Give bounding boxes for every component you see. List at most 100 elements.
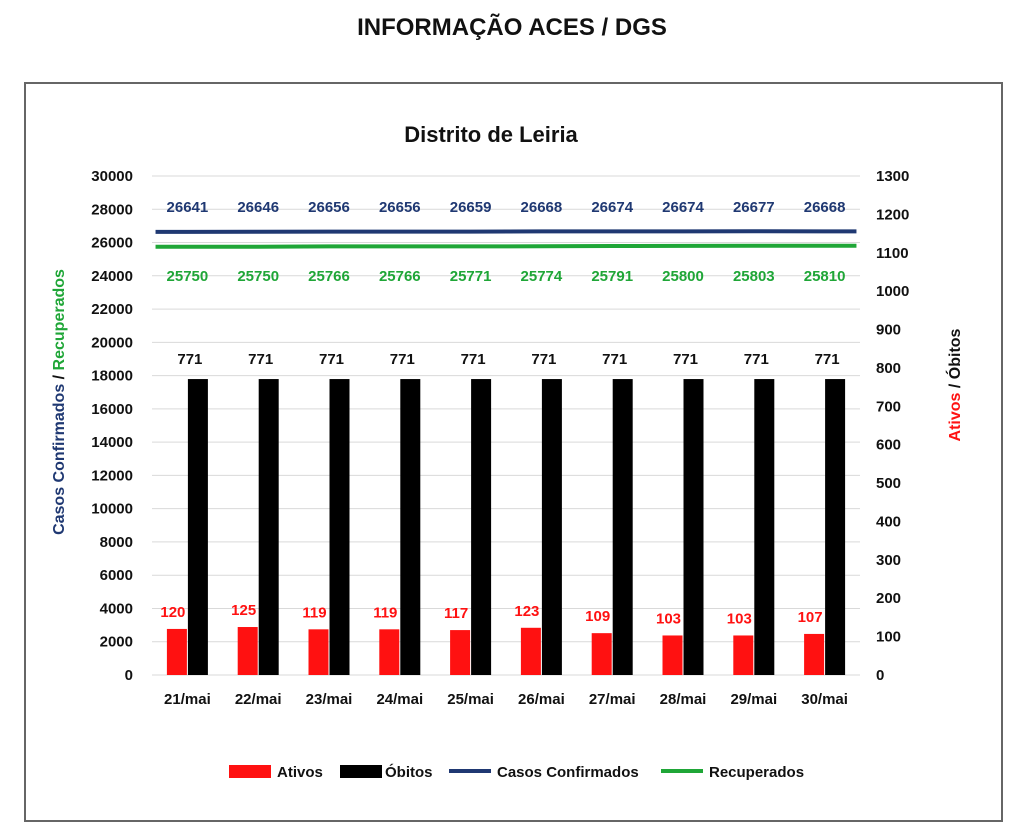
left-tick-label: 28000 (91, 201, 133, 218)
data-label-recuperados: 25750 (237, 268, 279, 285)
data-label-ativos: 119 (302, 604, 326, 621)
bar-ativos (520, 627, 541, 675)
right-tick-label: 100 (876, 629, 901, 646)
data-label-obitos: 771 (177, 351, 202, 368)
data-label-confirmados: 26659 (450, 199, 492, 216)
left-tick-label: 10000 (91, 501, 133, 518)
bar-obitos (683, 379, 704, 675)
data-label-recuperados: 25771 (450, 268, 492, 285)
right-tick-label: 1100 (876, 245, 909, 262)
data-label-ativos: 123 (514, 603, 539, 620)
data-label-ativos: 103 (656, 610, 681, 627)
chart-title: Distrito de Leiria (404, 122, 578, 147)
gridlines (152, 175, 860, 676)
data-label-obitos: 771 (319, 351, 344, 368)
right-tick-label: 200 (876, 590, 901, 607)
left-tick-label: 14000 (91, 434, 133, 451)
data-label-obitos: 771 (461, 351, 486, 368)
left-tick-label: 24000 (91, 268, 133, 285)
data-label-obitos: 771 (531, 351, 556, 368)
left-axis-title-label-part2: Recuperados (51, 269, 68, 370)
legend-label: Recuperados (709, 764, 804, 781)
left-tick-label: 4000 (100, 600, 133, 617)
x-tick-label: 24/mai (376, 691, 423, 708)
right-tick-label: 400 (876, 513, 901, 530)
data-label-recuperados: 25791 (591, 268, 633, 285)
x-tick-label: 28/mai (660, 691, 707, 708)
right-tick-label: 800 (876, 360, 901, 377)
data-label-ativos: 103 (727, 610, 752, 627)
right-tick-label: 1000 (876, 283, 909, 300)
bar-obitos (754, 379, 775, 675)
data-label-ativos: 107 (798, 609, 823, 626)
bar-ativos (804, 633, 825, 675)
bar-ativos (591, 633, 612, 675)
left-tick-label: 20000 (91, 334, 133, 351)
page-title: INFORMAÇÃO ACES / DGS (357, 14, 667, 41)
line-confirmados (155, 229, 857, 234)
left-axis-title: Casos Confirmados / Recuperados (51, 269, 68, 535)
data-label-recuperados: 25750 (167, 268, 209, 285)
bar-obitos (400, 379, 421, 675)
x-tick-label: 29/mai (730, 691, 777, 708)
bars (166, 379, 846, 675)
data-label-obitos: 771 (248, 351, 273, 368)
data-label-obitos: 771 (390, 351, 415, 368)
left-tick-label: 6000 (100, 567, 133, 584)
data-label-confirmados: 26641 (167, 199, 209, 216)
bar-ativos (308, 629, 329, 675)
left-tick-label: 0 (125, 667, 133, 684)
data-label-obitos: 771 (673, 351, 698, 368)
bar-ativos (166, 628, 187, 675)
bar-ativos (662, 635, 683, 675)
x-tick-label: 21/mai (164, 691, 211, 708)
data-label-ativos: 125 (231, 602, 256, 619)
left-tick-label: 2000 (100, 634, 133, 651)
x-tick-label: 22/mai (235, 691, 282, 708)
right-axis-title-label-sep: / (947, 379, 964, 392)
right-axis-title-label-part1: Ativos (947, 392, 964, 441)
right-tick-label: 300 (876, 552, 901, 569)
right-axis-title-label-part2: Óbitos (945, 328, 964, 379)
left-axis-title-label-part1: Casos Confirmados (51, 384, 68, 535)
data-label-recuperados: 25803 (733, 268, 775, 285)
bar-obitos (329, 379, 350, 675)
data-label-ativos: 109 (585, 608, 610, 625)
left-tick-label: 16000 (91, 401, 133, 418)
data-label-obitos: 771 (602, 351, 627, 368)
x-tick-label: 26/mai (518, 691, 565, 708)
lines (155, 229, 857, 249)
x-tick-label: 25/mai (447, 691, 494, 708)
x-tick-label: 30/mai (801, 691, 848, 708)
right-tick-label: 500 (876, 475, 901, 492)
legend-swatch (340, 765, 382, 778)
right-tick-label: 1300 (876, 168, 909, 185)
data-label-confirmados: 26668 (521, 199, 563, 216)
data-label-confirmados: 26668 (804, 199, 846, 216)
data-label-confirmados: 26677 (733, 199, 775, 216)
right-tick-label: 700 (876, 398, 901, 415)
data-label-recuperados: 25774 (521, 268, 563, 285)
data-label-recuperados: 25766 (308, 268, 350, 285)
line-recuperados (155, 243, 857, 249)
left-tick-label: 22000 (91, 301, 133, 318)
data-label-ativos: 120 (160, 604, 185, 621)
left-tick-label: 12000 (91, 467, 133, 484)
data-label-recuperados: 25766 (379, 268, 421, 285)
right-tick-label: 900 (876, 322, 901, 339)
bar-ativos (237, 627, 258, 675)
bar-obitos (612, 379, 633, 675)
data-label-obitos: 771 (744, 351, 769, 368)
left-tick-label: 26000 (91, 235, 133, 252)
left-axis-title-label-sep: / (51, 370, 68, 383)
data-label-confirmados: 26674 (662, 199, 704, 216)
bar-obitos (825, 379, 846, 675)
right-tick-label: 600 (876, 437, 901, 454)
bar-obitos (187, 379, 208, 675)
data-label-confirmados: 26656 (379, 199, 421, 216)
x-tick-label: 23/mai (306, 691, 353, 708)
data-label-recuperados: 25810 (804, 268, 846, 285)
data-label-ativos: 119 (373, 604, 397, 621)
bar-obitos (258, 379, 279, 675)
